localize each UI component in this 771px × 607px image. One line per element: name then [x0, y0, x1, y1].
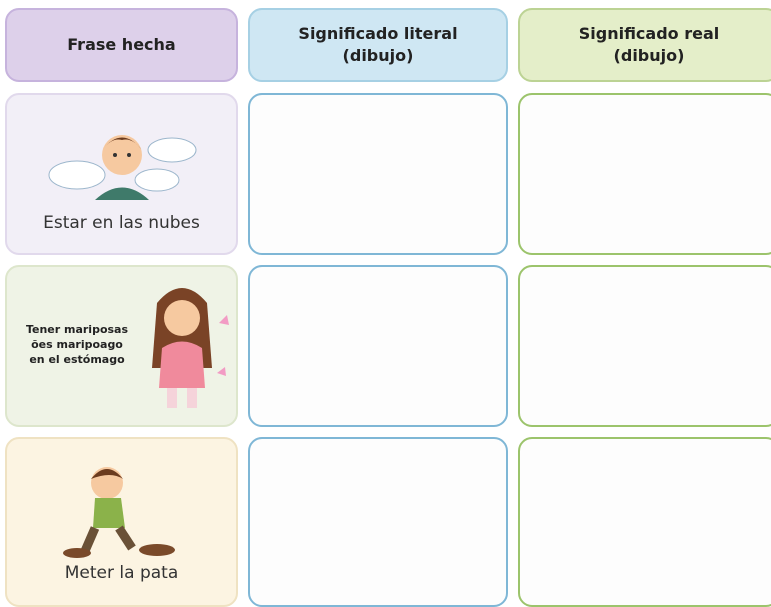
phrase-text: Tener mariposas [25, 323, 129, 336]
phrase-text-block: Tener mariposas ões maripoago en el estó… [17, 322, 137, 367]
header-cell: Significado literal (dibujo) [248, 8, 508, 82]
header-cell: Significado real (dibujo) [518, 8, 771, 82]
header-text: Significado real [578, 24, 720, 43]
phrase-text: Meter la pata [64, 563, 179, 583]
drawing-cell[interactable] [518, 265, 771, 427]
illustration [48, 135, 197, 200]
illustration [63, 467, 175, 558]
phrase-text: ões maripoago [31, 338, 123, 351]
drawing-cell[interactable] [518, 93, 771, 255]
header-text: (dibujo) [342, 46, 414, 65]
illustration [152, 288, 229, 408]
drawing-cell[interactable] [518, 437, 771, 607]
phrase-cell: Meter la pata [5, 437, 238, 607]
phrase-cell: Estar en las nubes [5, 93, 238, 255]
drawing-cell[interactable] [248, 93, 508, 255]
phrase-cell: Tener mariposas ões maripoago en el estó… [5, 265, 238, 427]
header-cell: Frase hecha [5, 8, 238, 82]
drawing-cell[interactable] [248, 437, 508, 607]
header-text: Frase hecha [67, 35, 176, 54]
header-text: (dibujo) [613, 46, 685, 65]
drawing-cell[interactable] [248, 265, 508, 427]
header-text: Significado literal [298, 24, 458, 43]
phrase-text: Estar en las nubes [43, 213, 200, 233]
phrase-text: en el estómago [29, 353, 125, 366]
